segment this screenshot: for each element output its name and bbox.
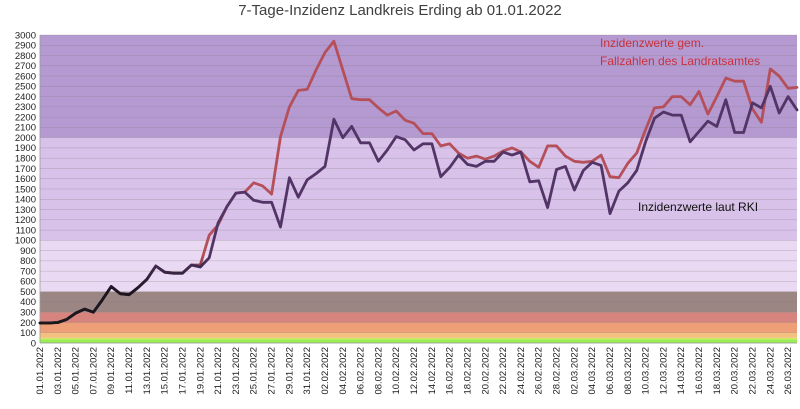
y-tick-label: 2500: [15, 82, 36, 93]
x-tick-label: 22.02.2022: [498, 347, 509, 395]
y-tick-label: 1300: [15, 205, 36, 216]
x-tick-label: 06.02.2022: [356, 347, 367, 395]
x-tick-label: 13.01.2022: [142, 347, 153, 395]
y-tick-label: 1900: [15, 143, 36, 154]
y-tick-label: 2700: [15, 61, 36, 72]
x-tick-label: 19.01.2022: [195, 347, 206, 395]
y-tick-label: 3000: [15, 30, 36, 41]
x-tick-label: 22.03.2022: [747, 347, 758, 395]
y-tick-label: 600: [20, 277, 36, 288]
y-tick-label: 200: [20, 318, 36, 329]
x-axis-ticks: 01.01.2022 03.01.2022 05.01.2022 07.01.2022…: [35, 347, 794, 395]
y-tick-label: 2900: [15, 41, 36, 52]
background-band: [40, 240, 797, 292]
x-tick-label: 04.02.2022: [338, 347, 349, 395]
chart-title: 7-Tage-Inzidenz Landkreis Erding ab 01.0…: [238, 2, 562, 19]
x-tick-label: 31.01.2022: [302, 347, 313, 395]
y-tick-label: 700: [20, 266, 36, 277]
x-tick-label: 12.03.2022: [658, 347, 669, 395]
x-tick-label: 23.01.2022: [231, 347, 242, 395]
y-tick-label: 2400: [15, 92, 36, 103]
x-tick-label: 12.02.2022: [409, 347, 420, 395]
background-band: [40, 337, 797, 340]
background-band: [40, 312, 797, 323]
x-tick-label: 18.03.2022: [712, 347, 723, 395]
series-lines: [38, 39, 799, 325]
x-tick-label: 02.03.2022: [569, 347, 580, 395]
background-band: [40, 322, 797, 333]
annotation-rki: Inzidenzwerte laut RKI: [638, 200, 758, 214]
y-tick-label: 2800: [15, 51, 36, 62]
y-tick-label: 400: [20, 297, 36, 308]
y-tick-label: 1700: [15, 164, 36, 175]
y-tick-label: 100: [20, 328, 36, 339]
x-tick-label: 10.02.2022: [391, 347, 402, 395]
x-tick-label: 26.02.2022: [534, 347, 545, 395]
y-tick-label: 1100: [16, 225, 36, 236]
y-axis-ticks: 0100200300400500600700800900100011001200…: [15, 30, 36, 349]
series-line: [38, 84, 799, 325]
x-tick-label: 28.02.2022: [552, 347, 563, 395]
grid-lines: [39, 34, 797, 344]
annotation-landratsamt: Inzidenzwerte gem.: [600, 36, 704, 50]
x-tick-label: 11.01.2022: [124, 347, 135, 394]
x-tick-label: 16.02.2022: [445, 347, 456, 395]
y-tick-label: 1200: [15, 215, 36, 226]
x-tick-label: 18.02.2022: [462, 347, 473, 395]
x-tick-label: 21.01.2022: [213, 347, 224, 395]
y-tick-label: 2300: [15, 102, 36, 113]
x-tick-label: 15.01.2022: [160, 347, 171, 395]
x-tick-label: 24.03.2022: [765, 347, 776, 395]
y-tick-label: 2100: [15, 123, 36, 134]
y-tick-label: 1400: [15, 195, 36, 206]
x-tick-label: 04.03.2022: [587, 347, 598, 395]
x-tick-label: 26.03.2022: [783, 347, 794, 395]
x-tick-label: 10.03.2022: [641, 347, 652, 395]
x-tick-label: 20.03.2022: [730, 347, 741, 395]
x-tick-label: 27.01.2022: [267, 347, 278, 395]
x-tick-label: 08.03.2022: [623, 347, 634, 395]
x-tick-label: 08.02.2022: [373, 347, 384, 395]
y-tick-label: 0: [31, 338, 36, 349]
y-tick-label: 1000: [15, 236, 36, 247]
x-tick-label: 14.03.2022: [676, 347, 687, 395]
x-tick-label: 16.03.2022: [694, 347, 705, 395]
y-tick-label: 1500: [15, 184, 36, 195]
series-annotations: Inzidenzwerte gem. Fallzahlen des Landrat…: [600, 36, 760, 214]
x-tick-label: 03.01.2022: [53, 347, 64, 395]
x-tick-label: 05.01.2022: [71, 347, 82, 395]
y-tick-label: 800: [20, 256, 36, 267]
x-tick-label: 01.01.2022: [35, 347, 46, 395]
y-tick-label: 900: [20, 246, 36, 257]
y-tick-label: 1800: [15, 154, 36, 165]
x-tick-label: 02.02.2022: [320, 347, 331, 395]
x-tick-label: 07.01.2022: [88, 347, 99, 395]
y-tick-label: 500: [20, 287, 36, 298]
y-tick-label: 2000: [15, 133, 36, 144]
x-tick-label: 14.02.2022: [427, 347, 438, 395]
background-band: [40, 332, 797, 338]
background-band: [40, 339, 797, 343]
x-tick-label: 29.01.2022: [284, 347, 295, 395]
y-tick-label: 1600: [15, 174, 36, 185]
x-tick-label: 06.03.2022: [605, 347, 616, 395]
y-tick-label: 2600: [15, 71, 36, 82]
annotation-landratsamt: Fallzahlen des Landratsamtes: [600, 54, 760, 68]
y-tick-label: 2200: [15, 112, 36, 123]
x-tick-label: 20.02.2022: [480, 347, 491, 395]
x-tick-label: 09.01.2022: [106, 347, 117, 395]
x-tick-label: 17.01.2022: [177, 347, 188, 395]
y-tick-label: 300: [20, 308, 36, 319]
x-tick-label: 24.02.2022: [516, 347, 527, 395]
x-tick-label: 25.01.2022: [249, 347, 260, 395]
